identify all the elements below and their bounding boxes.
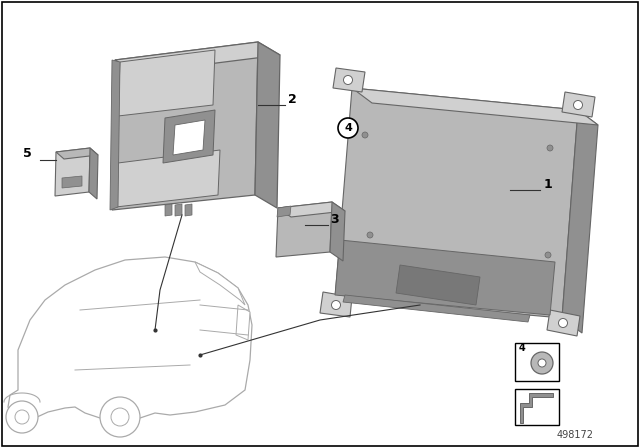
Circle shape — [547, 145, 553, 151]
Circle shape — [538, 359, 546, 367]
Text: 3: 3 — [330, 213, 339, 226]
Text: 4: 4 — [344, 123, 352, 133]
Polygon shape — [278, 202, 345, 217]
Polygon shape — [562, 92, 595, 117]
Polygon shape — [173, 120, 205, 155]
Polygon shape — [520, 393, 553, 423]
Circle shape — [332, 301, 340, 310]
Circle shape — [6, 401, 38, 433]
Circle shape — [559, 319, 568, 327]
Polygon shape — [236, 305, 250, 340]
Polygon shape — [185, 204, 192, 216]
Bar — [515, 389, 559, 425]
Circle shape — [545, 252, 551, 258]
Circle shape — [531, 352, 553, 374]
Text: 1: 1 — [544, 178, 553, 191]
Circle shape — [15, 410, 29, 424]
Polygon shape — [116, 150, 220, 207]
Bar — [515, 343, 559, 381]
Circle shape — [100, 397, 140, 437]
Polygon shape — [55, 148, 90, 196]
Polygon shape — [165, 204, 172, 216]
Polygon shape — [8, 257, 252, 420]
Text: 4: 4 — [519, 343, 525, 353]
Polygon shape — [255, 42, 280, 208]
Circle shape — [367, 232, 373, 238]
Polygon shape — [195, 262, 245, 305]
Polygon shape — [110, 60, 120, 210]
Circle shape — [111, 408, 129, 426]
Polygon shape — [89, 148, 98, 199]
Polygon shape — [112, 42, 258, 210]
Polygon shape — [343, 295, 530, 322]
Polygon shape — [547, 310, 580, 336]
Text: 498172: 498172 — [557, 430, 593, 440]
Polygon shape — [277, 206, 291, 217]
Polygon shape — [56, 148, 98, 159]
Polygon shape — [276, 202, 332, 257]
Polygon shape — [396, 265, 480, 305]
Polygon shape — [333, 68, 365, 92]
Polygon shape — [163, 110, 215, 163]
Circle shape — [338, 118, 358, 138]
Text: 2: 2 — [288, 93, 297, 106]
Polygon shape — [335, 88, 578, 318]
Polygon shape — [175, 204, 182, 216]
Polygon shape — [118, 50, 215, 116]
Polygon shape — [352, 88, 598, 125]
Circle shape — [573, 100, 582, 109]
Polygon shape — [320, 292, 352, 317]
Polygon shape — [562, 110, 598, 333]
Polygon shape — [330, 202, 345, 261]
Circle shape — [362, 132, 368, 138]
Polygon shape — [115, 42, 280, 73]
Polygon shape — [335, 240, 555, 315]
Text: 5: 5 — [23, 147, 32, 160]
Polygon shape — [62, 176, 82, 188]
Circle shape — [344, 76, 353, 85]
